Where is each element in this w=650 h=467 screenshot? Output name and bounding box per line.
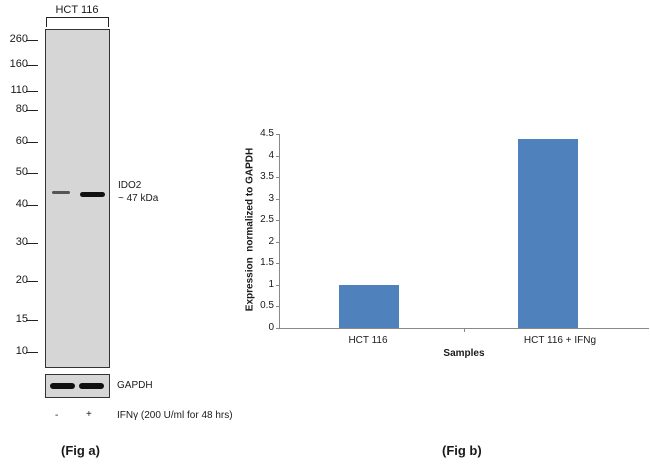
fig-a-caption: (Fig a) (61, 443, 100, 458)
mw-marker-tick (26, 173, 38, 174)
y-axis-line (279, 134, 280, 328)
y-tick (276, 284, 280, 286)
x-category-2: HCT 116 + IFNg (523, 335, 597, 346)
ido2-band-lane-2 (80, 192, 105, 197)
x-axis-title: Samples (443, 348, 485, 359)
mw-marker-label: 160 (9, 58, 28, 70)
mw-marker-label: 30 (15, 236, 28, 248)
mw-marker-label: 260 (9, 33, 28, 45)
y-tick-label: 3 (268, 192, 274, 204)
gapdh-band-lane-2 (79, 383, 104, 389)
y-tick-label: 1 (268, 278, 274, 290)
bar-chart: Expression normalized to GAPDH 0 0.5 1 1.5 2… (240, 0, 650, 467)
y-tick (276, 263, 280, 265)
y-tick (276, 198, 280, 200)
mw-marker-tick (26, 40, 38, 41)
bar-1 (339, 284, 399, 328)
mw-marker-tick (26, 205, 38, 206)
mw-marker-tick (26, 110, 38, 111)
y-tick-label: 4 (268, 149, 274, 161)
mw-marker-tick (26, 91, 38, 92)
mw-marker-tick (26, 352, 38, 353)
gapdh-band-lane-1 (50, 383, 75, 389)
mw-marker-tick (26, 142, 38, 143)
ido2-band-lane-1 (52, 191, 70, 194)
mw-marker-label: 20 (15, 274, 28, 286)
blot-membrane (45, 29, 110, 368)
bar-2 (518, 139, 578, 328)
gapdh-blot (45, 374, 110, 398)
y-tick (276, 155, 280, 157)
mw-marker-label: 60 (15, 135, 28, 147)
mw-marker-label: 80 (15, 103, 28, 115)
y-tick-label: 1.5 (260, 257, 274, 269)
y-tick (276, 220, 280, 222)
sample-label: HCT 116 (55, 4, 99, 16)
mw-marker-label: 40 (15, 198, 28, 210)
y-tick-label: 0.5 (260, 300, 274, 312)
lane-2-treatment: + (86, 409, 92, 420)
western-blot-panel: HCT 116 260 160 110 80 60 50 40 30 20 15 10 IDO2 ~… (0, 0, 240, 467)
lane-1-treatment: - (55, 410, 59, 421)
y-tick-label: 2.5 (260, 214, 274, 226)
y-tick (276, 306, 280, 308)
band-label: IDO2 (118, 180, 142, 191)
y-tick (276, 241, 280, 243)
y-tick (276, 134, 280, 135)
y-tick-label: 3.5 (260, 171, 274, 183)
x-axis-mid-tick (464, 328, 465, 332)
mw-marker-label: 10 (15, 345, 28, 357)
x-category-1: HCT 116 (348, 335, 388, 346)
y-tick (276, 177, 280, 179)
fig-b-caption: (Fig b) (442, 443, 482, 458)
mw-marker-label: 15 (15, 313, 28, 325)
y-axis-title: Expression normalized to GAPDH (244, 147, 256, 312)
y-tick-label: 2 (268, 235, 274, 247)
mw-marker-label: 110 (10, 84, 28, 96)
band-size: ~ 47 kDa (118, 193, 159, 204)
loading-control-label: GAPDH (117, 380, 153, 391)
treatment-label: IFNγ (200 U/ml for 48 hrs) (117, 410, 233, 421)
y-tick (276, 328, 280, 329)
mw-marker-tick (26, 320, 38, 321)
mw-marker-tick (26, 281, 38, 282)
mw-marker-tick (26, 65, 38, 66)
y-tick-label: 0 (268, 322, 274, 333)
mw-marker-label: 50 (15, 166, 28, 178)
y-tick-label: 4.5 (260, 128, 274, 139)
mw-marker-tick (26, 243, 38, 244)
sample-bracket (46, 17, 109, 27)
